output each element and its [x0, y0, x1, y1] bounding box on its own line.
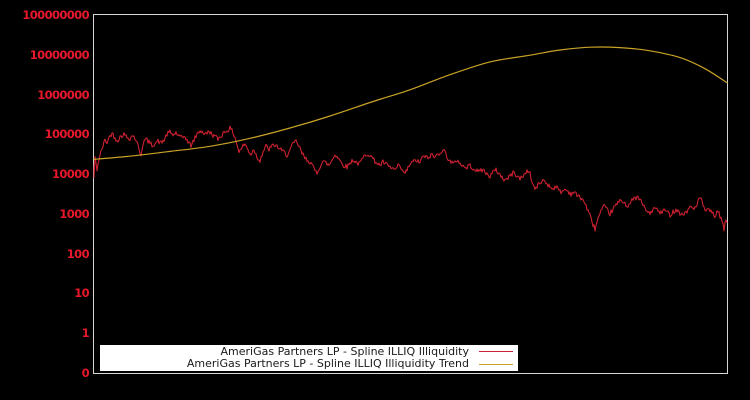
- legend: AmeriGas Partners LP - Spline ILLIQ Illi…: [100, 345, 518, 371]
- y-tick-label: 1: [81, 326, 90, 341]
- y-tick-label: 10000: [51, 167, 90, 182]
- legend-label: AmeriGas Partners LP - Spline ILLIQ Illi…: [186, 357, 469, 371]
- y-tick-label: 10000000: [29, 47, 90, 62]
- legend-line-swatch-illiquidity: [479, 351, 513, 353]
- y-tick-label: 1000: [59, 206, 89, 221]
- legend-item-illiquidity: AmeriGas Partners LP - Spline ILLIQ Illi…: [100, 344, 518, 358]
- legend-label: AmeriGas Partners LP - Spline ILLIQ Illi…: [220, 344, 469, 358]
- legend-item-trend: AmeriGas Partners LP - Spline ILLIQ Illi…: [100, 358, 518, 370]
- y-tick-label: 100000000: [22, 8, 89, 22]
- y-tick-label: 1000000: [37, 87, 89, 102]
- legend-line-swatch-trend: [479, 363, 513, 365]
- y-tick-label: 100: [66, 246, 90, 261]
- y-tick-label: 0: [81, 366, 90, 380]
- y-tick-label: 100000: [44, 127, 90, 142]
- y-tick-label: 10: [74, 286, 89, 301]
- y-axis: 100000000 10000000 1000000 100000 10000 …: [0, 0, 90, 400]
